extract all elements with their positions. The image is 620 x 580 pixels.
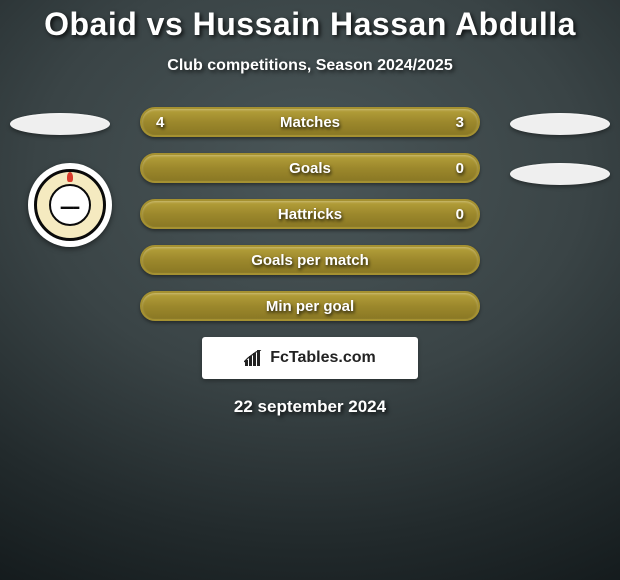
stat-label: Hattricks	[176, 206, 444, 223]
date-text: 22 september 2024	[0, 397, 620, 417]
stat-bar-goals: Goals 0	[140, 153, 480, 183]
bars-container: 4 Matches 3 Goals 0 Hattricks 0 Goals pe…	[140, 107, 480, 321]
right-player-badge-1	[510, 113, 610, 135]
right-player-badge-2	[510, 163, 610, 185]
stat-bar-min-per-goal: Min per goal	[140, 291, 480, 321]
stat-bar-hattricks: Hattricks 0	[140, 199, 480, 229]
page-subtitle: Club competitions, Season 2024/2025	[0, 57, 620, 75]
page-title: Obaid vs Hussain Hassan Abdulla	[0, 6, 620, 43]
crest-ring: ▂▂▂	[34, 169, 106, 241]
attribution-badge: FcTables.com	[202, 337, 418, 379]
stat-left-value: 4	[156, 114, 176, 131]
stat-bar-goals-per-match: Goals per match	[140, 245, 480, 275]
bar-chart-icon	[244, 350, 264, 366]
content: Obaid vs Hussain Hassan Abdulla Club com…	[0, 0, 620, 580]
stat-label: Matches	[176, 114, 444, 131]
stat-right-value: 3	[444, 114, 464, 131]
stat-label: Goals per match	[176, 252, 444, 269]
stats-section: ▂▂▂ 4 Matches 3 Goals 0 Hattricks 0 Go	[0, 107, 620, 417]
crest-inner: ▂▂▂	[49, 184, 91, 226]
stat-label: Goals	[176, 160, 444, 177]
stat-label: Min per goal	[176, 298, 444, 315]
left-club-crest: ▂▂▂	[28, 163, 112, 247]
attribution-text: FcTables.com	[270, 349, 376, 367]
stat-bar-matches: 4 Matches 3	[140, 107, 480, 137]
stat-right-value: 0	[444, 160, 464, 177]
stat-right-value: 0	[444, 206, 464, 223]
left-player-badge	[10, 113, 110, 135]
